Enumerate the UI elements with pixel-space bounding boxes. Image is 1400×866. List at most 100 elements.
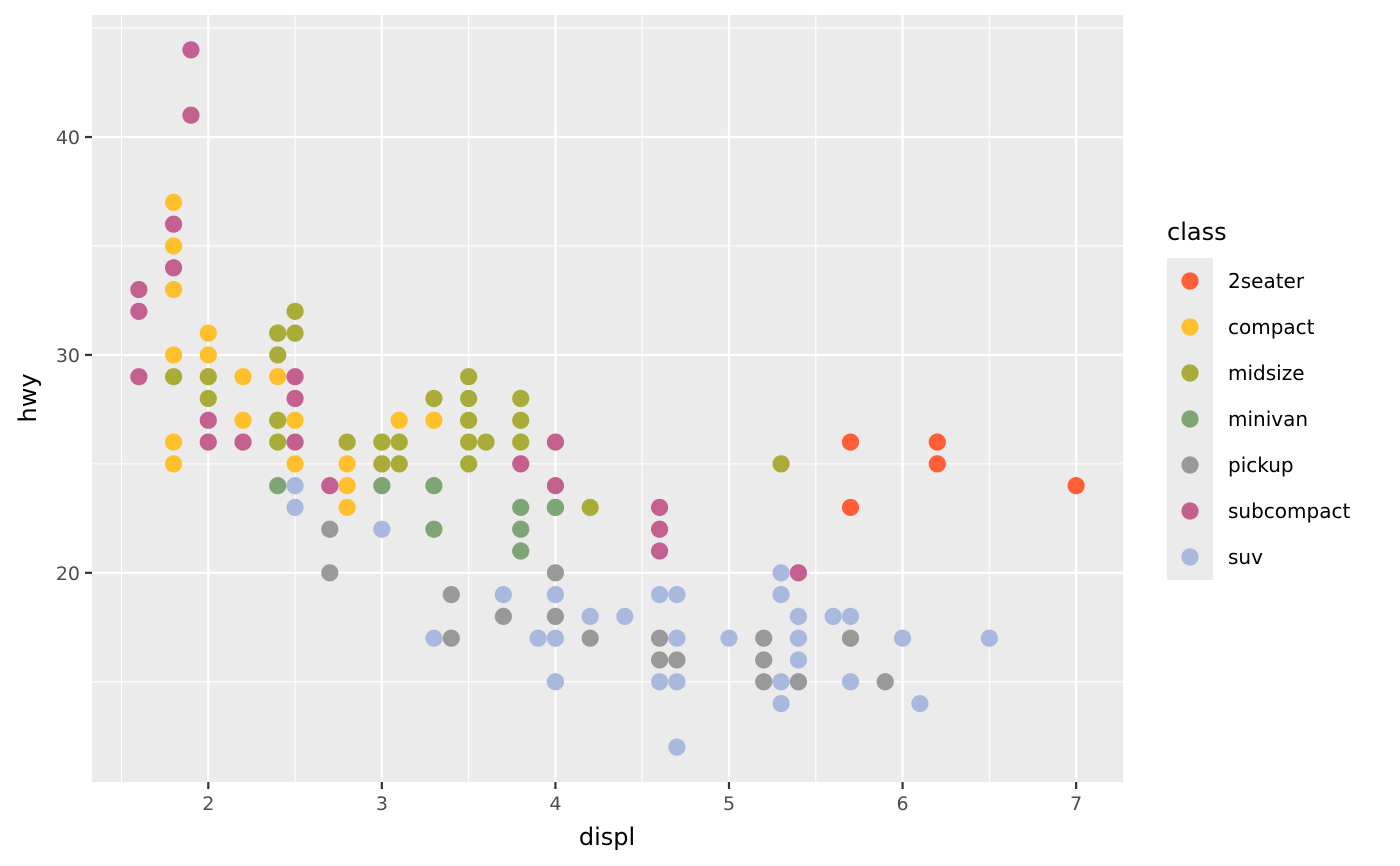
point-compact [199, 324, 217, 342]
point-suv [286, 477, 304, 495]
point-pickup [650, 651, 669, 669]
point-pickup [668, 651, 686, 669]
point-subcompact [789, 564, 808, 582]
point-midsize [269, 433, 287, 451]
point-suv [668, 586, 686, 604]
point-midsize [390, 455, 408, 473]
point-compact [164, 433, 183, 451]
plot-panel [92, 15, 1123, 782]
legend-title: class [1167, 218, 1227, 246]
point-suv [373, 520, 391, 538]
grid-major [92, 15, 1123, 782]
x-tick-label: 3 [376, 793, 388, 815]
legend-key-suv [1181, 548, 1199, 566]
point-midsize [512, 411, 530, 429]
point-pickup [442, 586, 460, 604]
point-suv [824, 607, 842, 625]
point-subcompact [164, 215, 183, 233]
point-pickup [876, 673, 894, 691]
legend-label-minivan: minivan [1228, 407, 1308, 431]
point-midsize [460, 389, 478, 408]
point-pickup [581, 629, 599, 647]
point-subcompact [512, 455, 530, 473]
point-suv [720, 629, 738, 647]
point-midsize [772, 455, 790, 473]
x-tick-label: 2 [202, 793, 214, 815]
legend-label-midsize: midsize [1228, 361, 1305, 385]
y-tick-label: 40 [56, 127, 80, 149]
point-midsize [460, 433, 478, 451]
point-pickup [321, 564, 339, 582]
point-suv [650, 673, 669, 691]
point-pickup [755, 651, 773, 669]
y-tick-label: 30 [56, 345, 80, 367]
legend-label-subcompact: subcompact [1228, 499, 1350, 523]
point-suv [980, 629, 998, 647]
point-compact [164, 280, 183, 299]
point-midsize [269, 324, 287, 342]
point-midsize [269, 411, 287, 429]
point-midsize [199, 389, 217, 408]
point-suv [789, 651, 808, 669]
x-tick-label: 4 [549, 793, 561, 815]
point-compact [338, 455, 356, 473]
point-suv [529, 629, 547, 647]
point-subcompact [286, 368, 304, 386]
point-minivan [425, 520, 443, 538]
point-compact [164, 346, 183, 364]
point-suv [841, 607, 860, 625]
point-midsize [373, 433, 391, 451]
point-suv [546, 586, 565, 604]
point-2seater [841, 433, 860, 451]
point-midsize [460, 411, 478, 429]
point-midsize [338, 433, 356, 451]
x-axis-title: displ [579, 823, 635, 851]
point-2seater [928, 455, 946, 473]
point-midsize [373, 455, 391, 473]
point-subcompact [130, 302, 148, 320]
point-minivan [425, 477, 443, 495]
point-subcompact [286, 389, 304, 408]
point-suv [546, 629, 565, 647]
point-suv [668, 673, 686, 691]
point-midsize [199, 368, 217, 386]
point-pickup [755, 629, 773, 647]
point-subcompact [164, 259, 183, 277]
point-compact [338, 498, 356, 517]
point-midsize [512, 433, 530, 451]
point-pickup [494, 607, 512, 625]
legend-key-subcompact [1181, 502, 1199, 520]
point-compact [425, 411, 443, 429]
legend-key-compact [1181, 318, 1199, 336]
x-axis: 2 3 4 5 6 7 [202, 782, 1082, 815]
point-compact [234, 411, 252, 429]
point-subcompact [546, 477, 565, 495]
point-subcompact [130, 280, 148, 299]
point-suv [911, 694, 929, 713]
point-subcompact [321, 477, 339, 495]
point-midsize [269, 346, 287, 364]
point-subcompact [650, 542, 669, 560]
legend-key-pickup [1181, 456, 1199, 474]
data-points [130, 41, 1085, 756]
point-midsize [460, 455, 478, 473]
point-subcompact [234, 433, 252, 451]
point-midsize [164, 368, 183, 386]
x-tick-label: 5 [723, 793, 735, 815]
point-pickup [546, 564, 565, 582]
point-midsize [286, 324, 304, 342]
point-midsize [581, 498, 599, 517]
point-subcompact [130, 368, 148, 386]
point-pickup [321, 520, 339, 538]
legend-label-2seater: 2seater [1228, 269, 1305, 293]
point-suv [789, 629, 808, 647]
point-midsize [477, 433, 495, 451]
point-2seater [928, 433, 946, 451]
point-subcompact [199, 433, 217, 451]
point-minivan [512, 520, 530, 538]
point-midsize [425, 389, 443, 408]
point-suv [772, 564, 790, 582]
point-midsize [390, 433, 408, 451]
point-subcompact [546, 433, 565, 451]
point-pickup [841, 629, 860, 647]
